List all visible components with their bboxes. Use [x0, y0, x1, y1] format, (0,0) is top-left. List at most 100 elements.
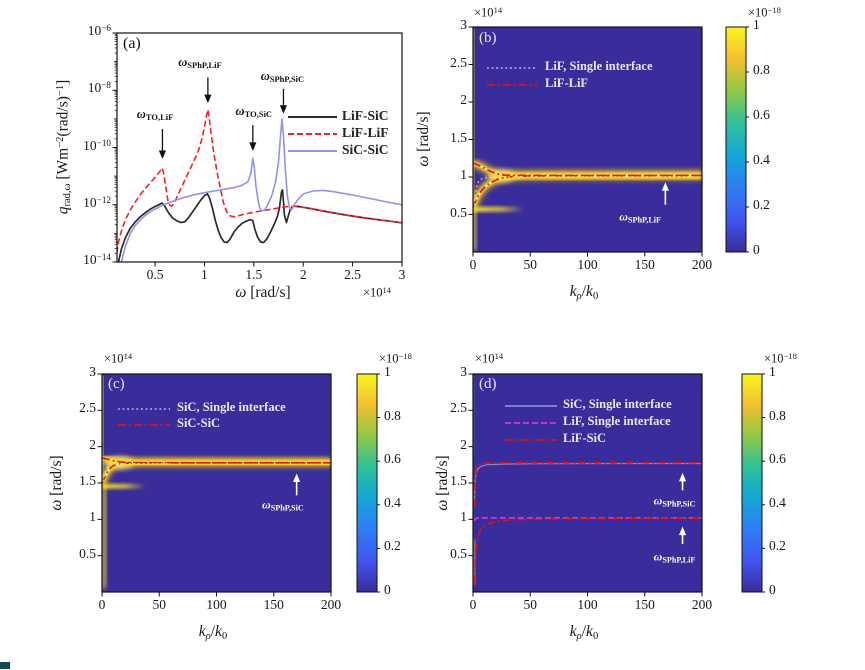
x-axis-label-d: kρ/k0 [570, 624, 598, 642]
label-segment: 10 [83, 137, 97, 153]
colorbar-b [725, 26, 749, 253]
label-segment: ×10 [764, 351, 784, 366]
label-segment: 14 [123, 351, 133, 361]
colorbar-tick-label: 0.6 [384, 451, 401, 467]
x-tick-label: 150 [263, 597, 284, 612]
label-segment: [rad/s] [246, 283, 291, 301]
legend-b-item-0: LiF, Single interface [545, 59, 653, 73]
scan-artifact [0, 662, 10, 669]
label-segment: ×10 [748, 5, 768, 20]
label-segment: / [581, 623, 587, 641]
y-axis-label-d: ω [rad/s] [434, 455, 451, 510]
y-tick-label: 1 [460, 509, 467, 525]
panel-b-plot [468, 26, 703, 257]
legend-c-item-1: SiC-SiC [177, 416, 221, 430]
label-segment: −18 [398, 351, 412, 361]
colorbar-tick-label: 1 [384, 364, 391, 379]
label-segment: ω [653, 549, 663, 564]
label-segment: ×10 [475, 351, 495, 366]
annotation-c-0: ωSPhP,SiC [262, 498, 304, 513]
x-tick-label: 1 [201, 267, 208, 282]
label-segment: ×10 [362, 285, 383, 300]
y-tick-label: 3 [89, 364, 96, 379]
label-segment: ×10 [104, 351, 124, 366]
x-tick-label: 2 [299, 267, 307, 282]
y-tick-label: 2.5 [450, 400, 467, 416]
legend-d-item-1: LiF, Single interface [563, 414, 671, 428]
label-segment: SPhP,LiF [662, 555, 696, 565]
y-axis-label-a: qrad,ω [Wm−2(rad/s)−1] [54, 79, 73, 215]
x-tick-label: 0.5 [146, 267, 164, 282]
x-tick-label: 150 [634, 257, 655, 272]
x-tick-label: 200 [691, 597, 713, 612]
label-segment: 10 [83, 252, 97, 267]
label-segment: 14 [493, 5, 503, 15]
label-segment: / [210, 623, 216, 641]
label-segment: −8 [101, 80, 111, 91]
label-segment: SPhP,SiC [270, 503, 304, 513]
colorbar-tick-label: 0.4 [769, 494, 786, 510]
y-tick-label: 1.5 [79, 473, 96, 488]
y-tick-label: 2.5 [450, 54, 467, 70]
label-segment: k [569, 283, 577, 301]
series-lif-sic [117, 189, 402, 262]
label-segment: ω [178, 55, 188, 70]
x-tick-label: 0 [469, 597, 477, 612]
colorbar-exponent-d: ×10−18 [764, 352, 797, 366]
label-segment: TO,SiC [244, 109, 273, 120]
x-axis-label-a: ω [rad/s] [235, 283, 291, 301]
x-axis-label-b: kρ/k0 [570, 284, 598, 302]
colorbar-exponent-b: ×10−18 [748, 6, 781, 20]
label-segment: 0 [592, 290, 599, 302]
label-segment: k [586, 623, 593, 641]
x-tick-label: 2.5 [344, 267, 362, 282]
label-segment: SPhP,SiC [662, 499, 696, 509]
annotation-b-0: ωSPhP,LiF [619, 211, 661, 226]
y-tick-label: 0.5 [79, 545, 96, 561]
x-tick-label: 50 [523, 597, 538, 612]
label-segment: 0 [221, 630, 228, 642]
label-segment: k [215, 623, 222, 641]
label-segment: SPhP,LiF [187, 60, 222, 71]
panel-d-plot [468, 373, 703, 597]
label-segment: k [569, 623, 577, 641]
annotation-d-0: ωSPhP,SiC [654, 494, 696, 510]
y-tick-label: 1 [460, 167, 467, 182]
label-segment: −2 [54, 136, 66, 148]
x-tick-label: 50 [523, 257, 538, 272]
x-tick-label: 0 [469, 257, 477, 272]
dispersion-curve-c-2 [102, 462, 171, 482]
annotation-2-label: ωTO,SiC [235, 103, 273, 120]
label-segment: ω [619, 209, 628, 224]
y-tick-label: 10−12 [47, 194, 111, 210]
legend-a-item-2: SiC-SiC [342, 142, 389, 157]
colorbar-tick-label: 0.6 [753, 107, 770, 122]
label-segment: ρ [576, 630, 582, 642]
legend-d-item-2: LiF-SiC [563, 431, 607, 445]
label-segment: [Wm [54, 147, 72, 184]
label-segment: 10 [87, 23, 102, 38]
label-segment: SPhP,SiC [269, 74, 305, 85]
x-tick-label: 150 [634, 597, 655, 612]
panel-letter-d: (d) [479, 376, 497, 392]
y-tick-label: 10−14 [47, 252, 111, 267]
label-segment: k [586, 283, 593, 301]
label-segment: SPhP,LiF [627, 215, 662, 225]
label-segment: 10 [83, 194, 97, 210]
legend-d-item-0: SiC, Single interface [563, 397, 672, 411]
label-segment: ω [235, 283, 247, 301]
label-segment: ω [235, 103, 245, 118]
y-tick-label: 10−6 [47, 23, 111, 38]
label-segment: rad,ω [62, 183, 73, 207]
y-tick-label: 2 [460, 92, 467, 107]
y-axis-label-b: ω [rad/s] [415, 111, 432, 166]
label-segment: ] [54, 79, 72, 85]
y-tick-label: 0.5 [450, 204, 467, 220]
y-tick-label: 1.5 [450, 129, 467, 145]
label-segment: −18 [767, 5, 781, 15]
label-segment: ×10 [474, 5, 494, 20]
y-tick-label: 1.5 [450, 473, 467, 488]
colorbar-tick-label: 1 [753, 17, 760, 32]
y-axis-label-c: ω [rad/s] [48, 455, 65, 510]
annotation-1-label: ωSPhP,LiF [178, 55, 222, 71]
